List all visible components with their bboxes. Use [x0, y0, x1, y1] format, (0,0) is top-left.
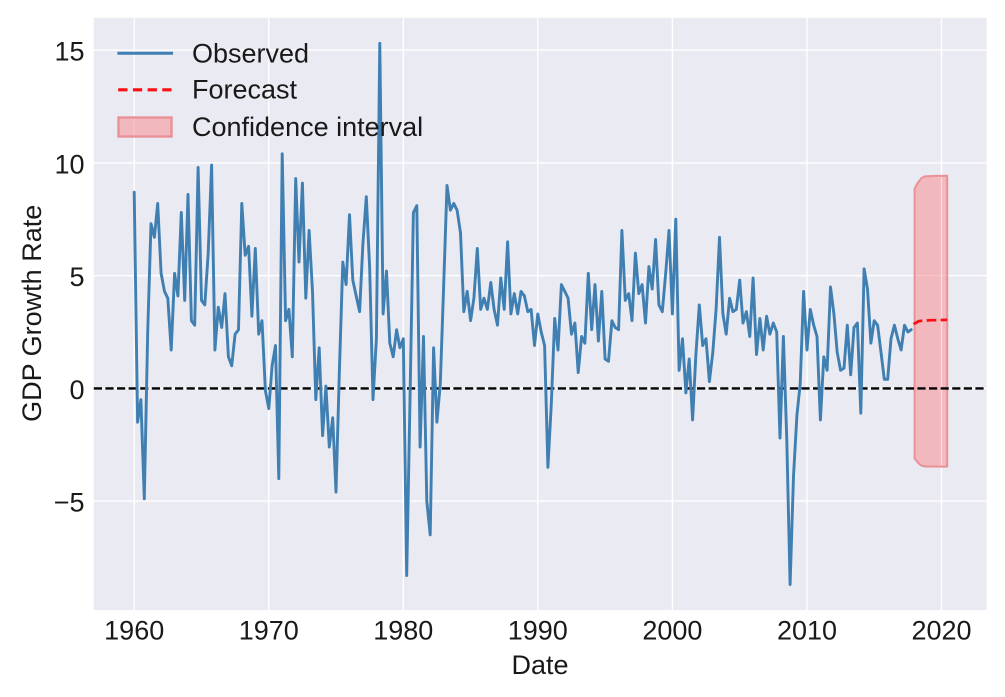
svg-text:1980: 1980 [373, 616, 433, 646]
svg-text:15: 15 [54, 37, 84, 67]
svg-text:1990: 1990 [508, 616, 568, 646]
svg-text:2000: 2000 [642, 616, 702, 646]
svg-text:1960: 1960 [104, 616, 164, 646]
svg-text:2010: 2010 [777, 616, 837, 646]
svg-text:5: 5 [69, 262, 84, 292]
svg-text:10: 10 [54, 149, 84, 179]
svg-text:1970: 1970 [239, 616, 299, 646]
svg-text:0: 0 [69, 375, 84, 405]
svg-text:Forecast: Forecast [192, 75, 298, 105]
svg-text:2020: 2020 [911, 616, 971, 646]
svg-text:GDP Growth Rate: GDP Growth Rate [17, 205, 47, 422]
svg-text:−5: −5 [54, 488, 85, 518]
svg-text:Observed: Observed [192, 38, 309, 68]
svg-text:Confidence interval: Confidence interval [192, 112, 423, 142]
svg-text:Date: Date [511, 650, 568, 680]
